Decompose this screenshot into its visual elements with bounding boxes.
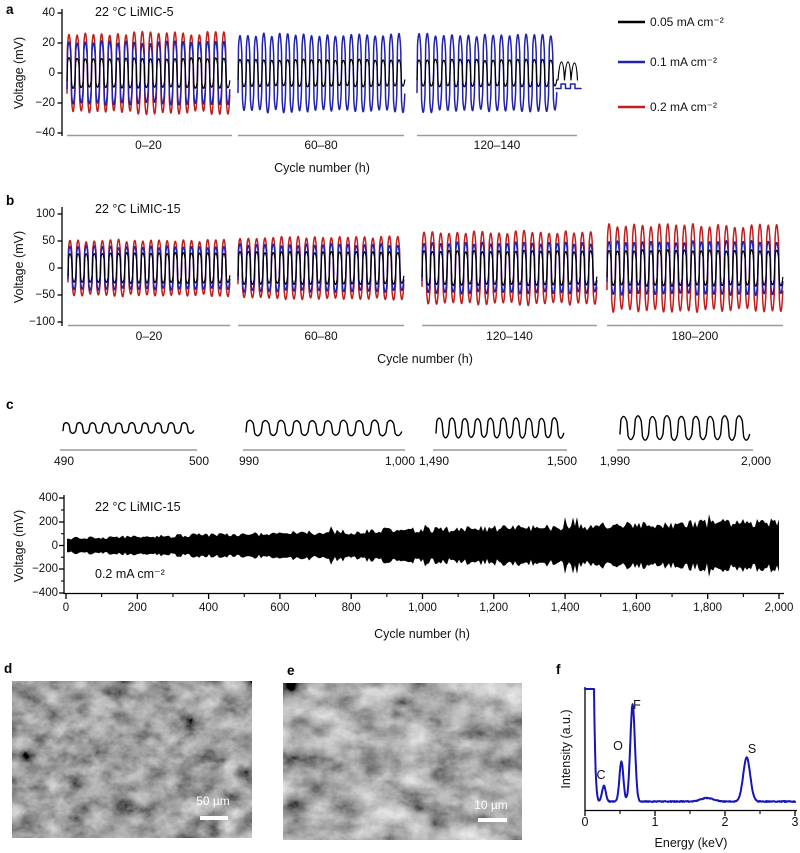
panel-b-segment-label: 120–140 — [486, 329, 533, 343]
panel-b-ytick: 0 — [48, 262, 55, 274]
panel-c-xtick: 2,000 — [764, 602, 794, 614]
peak-label-O: O — [613, 739, 623, 753]
sem-image-d — [12, 681, 252, 838]
plot-graphics — [57, 9, 797, 816]
panel-a-title: 22 °C LiMIC-5 — [95, 5, 174, 19]
panel-c-inset-tick: 490 — [53, 454, 75, 468]
scalebar-e — [478, 818, 507, 822]
panel-label-e: e — [287, 663, 295, 678]
panel-label-f: f — [556, 662, 561, 677]
peak-label-C: C — [596, 768, 606, 782]
legend-item-0.2: 0.2 mA cm⁻² — [650, 100, 718, 114]
panel-c-xtick: 400 — [199, 602, 219, 614]
panel-b-segment-label: 60–80 — [304, 329, 338, 343]
panel-label-a: a — [6, 2, 14, 17]
panel-f-xtick: 1 — [651, 815, 659, 829]
peak-label-S: S — [747, 742, 757, 756]
panel-c-xtick: 1,200 — [479, 602, 509, 614]
panel-b-segment-label: 180–200 — [671, 329, 719, 343]
scalebar-d — [200, 816, 228, 820]
panel-a-ytick: 0 — [48, 67, 55, 79]
panel-f-xtick: 2 — [721, 815, 729, 829]
panel-c-inset-tick: 1,490 — [418, 454, 450, 468]
legend-item-0.1: 0.1 mA cm⁻² — [650, 55, 718, 69]
panel-c-ytick: 200 — [38, 516, 58, 528]
legend-item-0.05: 0.05 mA cm⁻² — [650, 15, 724, 29]
panel-c-ytick: 400 — [38, 492, 58, 504]
panel-a-segment-label: 120–140 — [473, 138, 521, 152]
panel-c-xlabel: Cycle number (h) — [374, 627, 470, 641]
panel-c-xtick: 1,400 — [550, 602, 580, 614]
panel-c-inset-tick: 990 — [238, 454, 260, 468]
panel-a-ytick: 40 — [42, 7, 55, 19]
panel-c-xtick: 1,600 — [622, 602, 651, 614]
panel-c-title: 22 °C LiMIC-15 — [95, 500, 181, 514]
panel-c-inset-tick: 1,500 — [546, 454, 578, 468]
panel-c-current-annotation: 0.2 mA cm⁻² — [95, 567, 165, 581]
panel-b-title: 22 °C LiMIC-15 — [95, 202, 181, 216]
panel-a-segment-label: 0–20 — [135, 138, 162, 152]
panel-a-segment-label: 60–80 — [304, 138, 338, 152]
panel-c-inset-tick: 2,000 — [740, 454, 772, 468]
panel-f-xtick: 3 — [791, 815, 799, 829]
panel-c-ytick: 0 — [51, 539, 58, 552]
panel-label-b: b — [6, 193, 15, 208]
panel-a-ytick: 20 — [42, 37, 55, 49]
panel-c-xtick: 600 — [270, 602, 290, 614]
scalebar-label-d: 50 µm — [196, 794, 230, 808]
panel-label-c: c — [6, 397, 14, 412]
panel-c-xtick: 800 — [341, 602, 361, 614]
panel-f-ylabel: Intensity (a.u.) — [559, 709, 573, 789]
panel-f-xlabel: Energy (keV) — [654, 836, 728, 850]
panel-c-xtick: 200 — [127, 602, 147, 614]
panel-b-ytick: 100 — [35, 208, 55, 220]
panel-c-inset-tick: 500 — [188, 454, 210, 468]
panel-c-inset-tick: 1,000 — [384, 454, 416, 468]
panel-c-xtick: 0 — [62, 602, 70, 614]
panel-a-xlabel: Cycle number (h) — [274, 161, 370, 175]
panel-f-xtick: 0 — [581, 815, 589, 829]
panel-b-ytick: 50 — [42, 235, 55, 247]
panel-a-ytick: −20 — [35, 97, 55, 109]
panel-b-segment-label: 0–20 — [135, 329, 163, 343]
panel-b-ytick: −100 — [29, 316, 55, 328]
panel-c-ytick: −400 — [32, 587, 58, 599]
panel-c-ytick: −200 — [32, 563, 58, 575]
panel-b-xlabel: Cycle number (h) — [377, 352, 473, 366]
panel-c-xtick: 1,800 — [693, 602, 723, 614]
sem-image-e — [283, 683, 522, 840]
panel-c-inset-tick: 1,990 — [599, 454, 631, 468]
peak-label-F: F — [633, 698, 641, 712]
panel-a-ytick: −40 — [35, 127, 55, 139]
panel-c-xtick: 1,000 — [408, 602, 437, 614]
panel-label-d: d — [4, 661, 13, 676]
panel-b-ytick: −50 — [35, 289, 55, 301]
scalebar-label-e: 10 µm — [474, 798, 508, 812]
